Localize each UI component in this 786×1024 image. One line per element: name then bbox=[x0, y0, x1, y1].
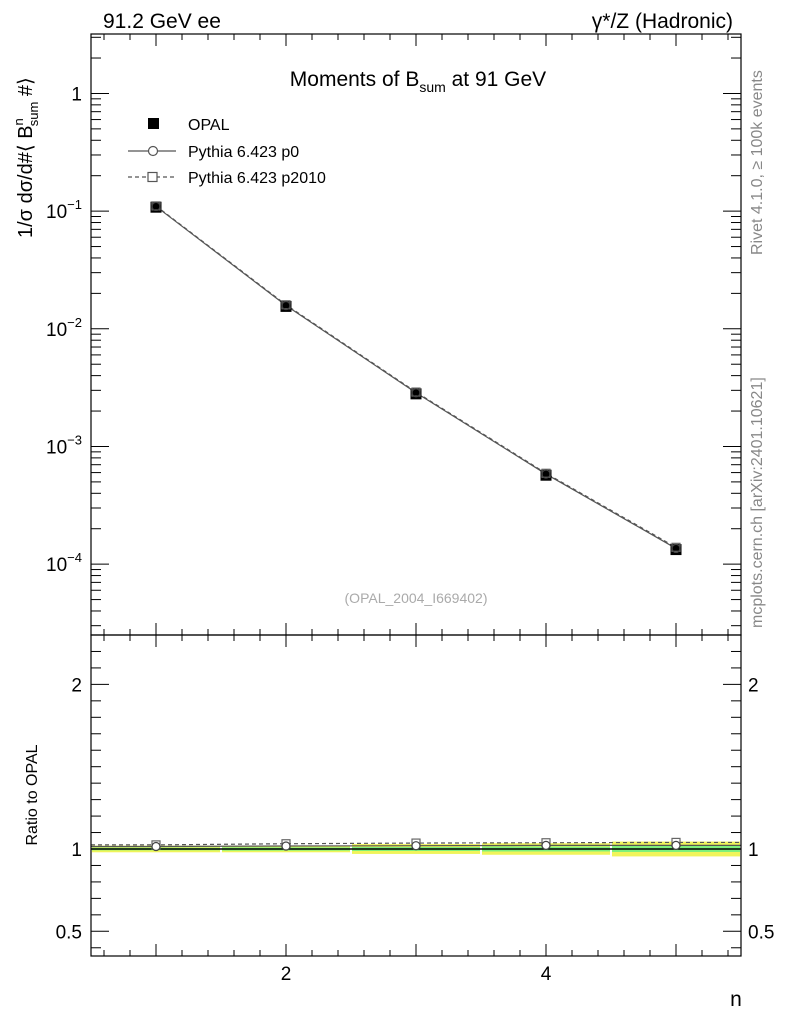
ratio-p0-point bbox=[151, 841, 161, 852]
p0-point bbox=[541, 469, 551, 479]
header-right: γ*/Z (Hadronic) bbox=[592, 10, 733, 33]
series-line-p0 bbox=[155, 205, 677, 549]
legend-marker-p2010 bbox=[147, 171, 158, 183]
opal-point bbox=[670, 544, 682, 556]
y-tick-label: 10−1 bbox=[46, 197, 82, 223]
legend-marker-p0 bbox=[147, 145, 159, 157]
ratio-p0-point bbox=[411, 841, 421, 851]
y-tick-label: 1 bbox=[71, 84, 82, 105]
legend-marker-opal bbox=[148, 118, 159, 129]
opal-point bbox=[280, 300, 292, 312]
top-series-group bbox=[150, 201, 682, 556]
ratio-p0-point bbox=[281, 841, 291, 851]
p0-point bbox=[151, 201, 161, 212]
legend-label-opal: OPAL bbox=[188, 117, 230, 134]
legend-label-p0: Pythia 6.423 p0 bbox=[188, 144, 299, 161]
header-left: 91.2 GeV ee bbox=[103, 10, 221, 33]
y-axis-label: 1/σ dσ/d#⟨ Bnsum #⟩ bbox=[11, 77, 41, 238]
ratio-y-tick-label-right: 0.5 bbox=[748, 922, 774, 943]
y-tick-label: 10−2 bbox=[46, 315, 82, 341]
top-y-tick-labels: 1 10−1 10−2 10−3 10−4 bbox=[46, 84, 82, 576]
ratio-y-tick-label-right: 1 bbox=[748, 840, 759, 861]
bottom-frame bbox=[90, 634, 742, 957]
top-panel: 1 10−1 10−2 10−3 10−4 Moments of Bsum at 91 … bbox=[11, 33, 742, 636]
p0-point bbox=[411, 388, 421, 398]
ratio-y-tick-label: 1 bbox=[71, 840, 82, 861]
opal-point bbox=[540, 469, 552, 481]
p0-point bbox=[281, 300, 291, 311]
ratio-y-tick-label: 2 bbox=[71, 675, 82, 696]
y-tick-label: 10−3 bbox=[46, 432, 82, 458]
y-tick-label: 10−4 bbox=[46, 550, 82, 576]
ratio-series-group bbox=[91, 837, 741, 852]
ratio-y-axis-label: Ratio to OPAL bbox=[24, 744, 41, 845]
bottom-y-tick-labels: 2 2 1 1 0.5 0.5 bbox=[56, 675, 775, 943]
x-tick-label: 2 bbox=[281, 964, 292, 985]
ratio-y-tick-label-right: 2 bbox=[748, 675, 759, 696]
p0-point bbox=[671, 543, 681, 554]
opal-point bbox=[410, 388, 422, 400]
analysis-annotation: (OPAL_2004_I669402) bbox=[345, 590, 488, 606]
ratio-p0-point bbox=[671, 840, 681, 850]
x-axis-label: n bbox=[730, 988, 742, 1011]
ratio-y-tick-label: 0.5 bbox=[56, 922, 82, 943]
ratio-p0-point bbox=[541, 840, 551, 850]
series-line-p2010 bbox=[155, 205, 677, 548]
opal-point bbox=[150, 201, 162, 213]
legend: OPAL Pythia 6.423 p0 Pythia 6.423 p2010 bbox=[128, 117, 326, 187]
bottom-axis-ticks bbox=[91, 634, 741, 956]
rivet-label: Rivet 4.1.0, ≥ 100k events bbox=[749, 70, 766, 255]
chart-title: Moments of Bsum at 91 GeV bbox=[290, 68, 546, 95]
mcplots-label: mcplots.cern.ch [arXiv:2401.10621] bbox=[749, 377, 766, 628]
x-tick-label: 4 bbox=[541, 964, 552, 985]
legend-label-p2010: Pythia 6.423 p2010 bbox=[188, 170, 326, 187]
top-axis-ticks bbox=[91, 34, 741, 635]
